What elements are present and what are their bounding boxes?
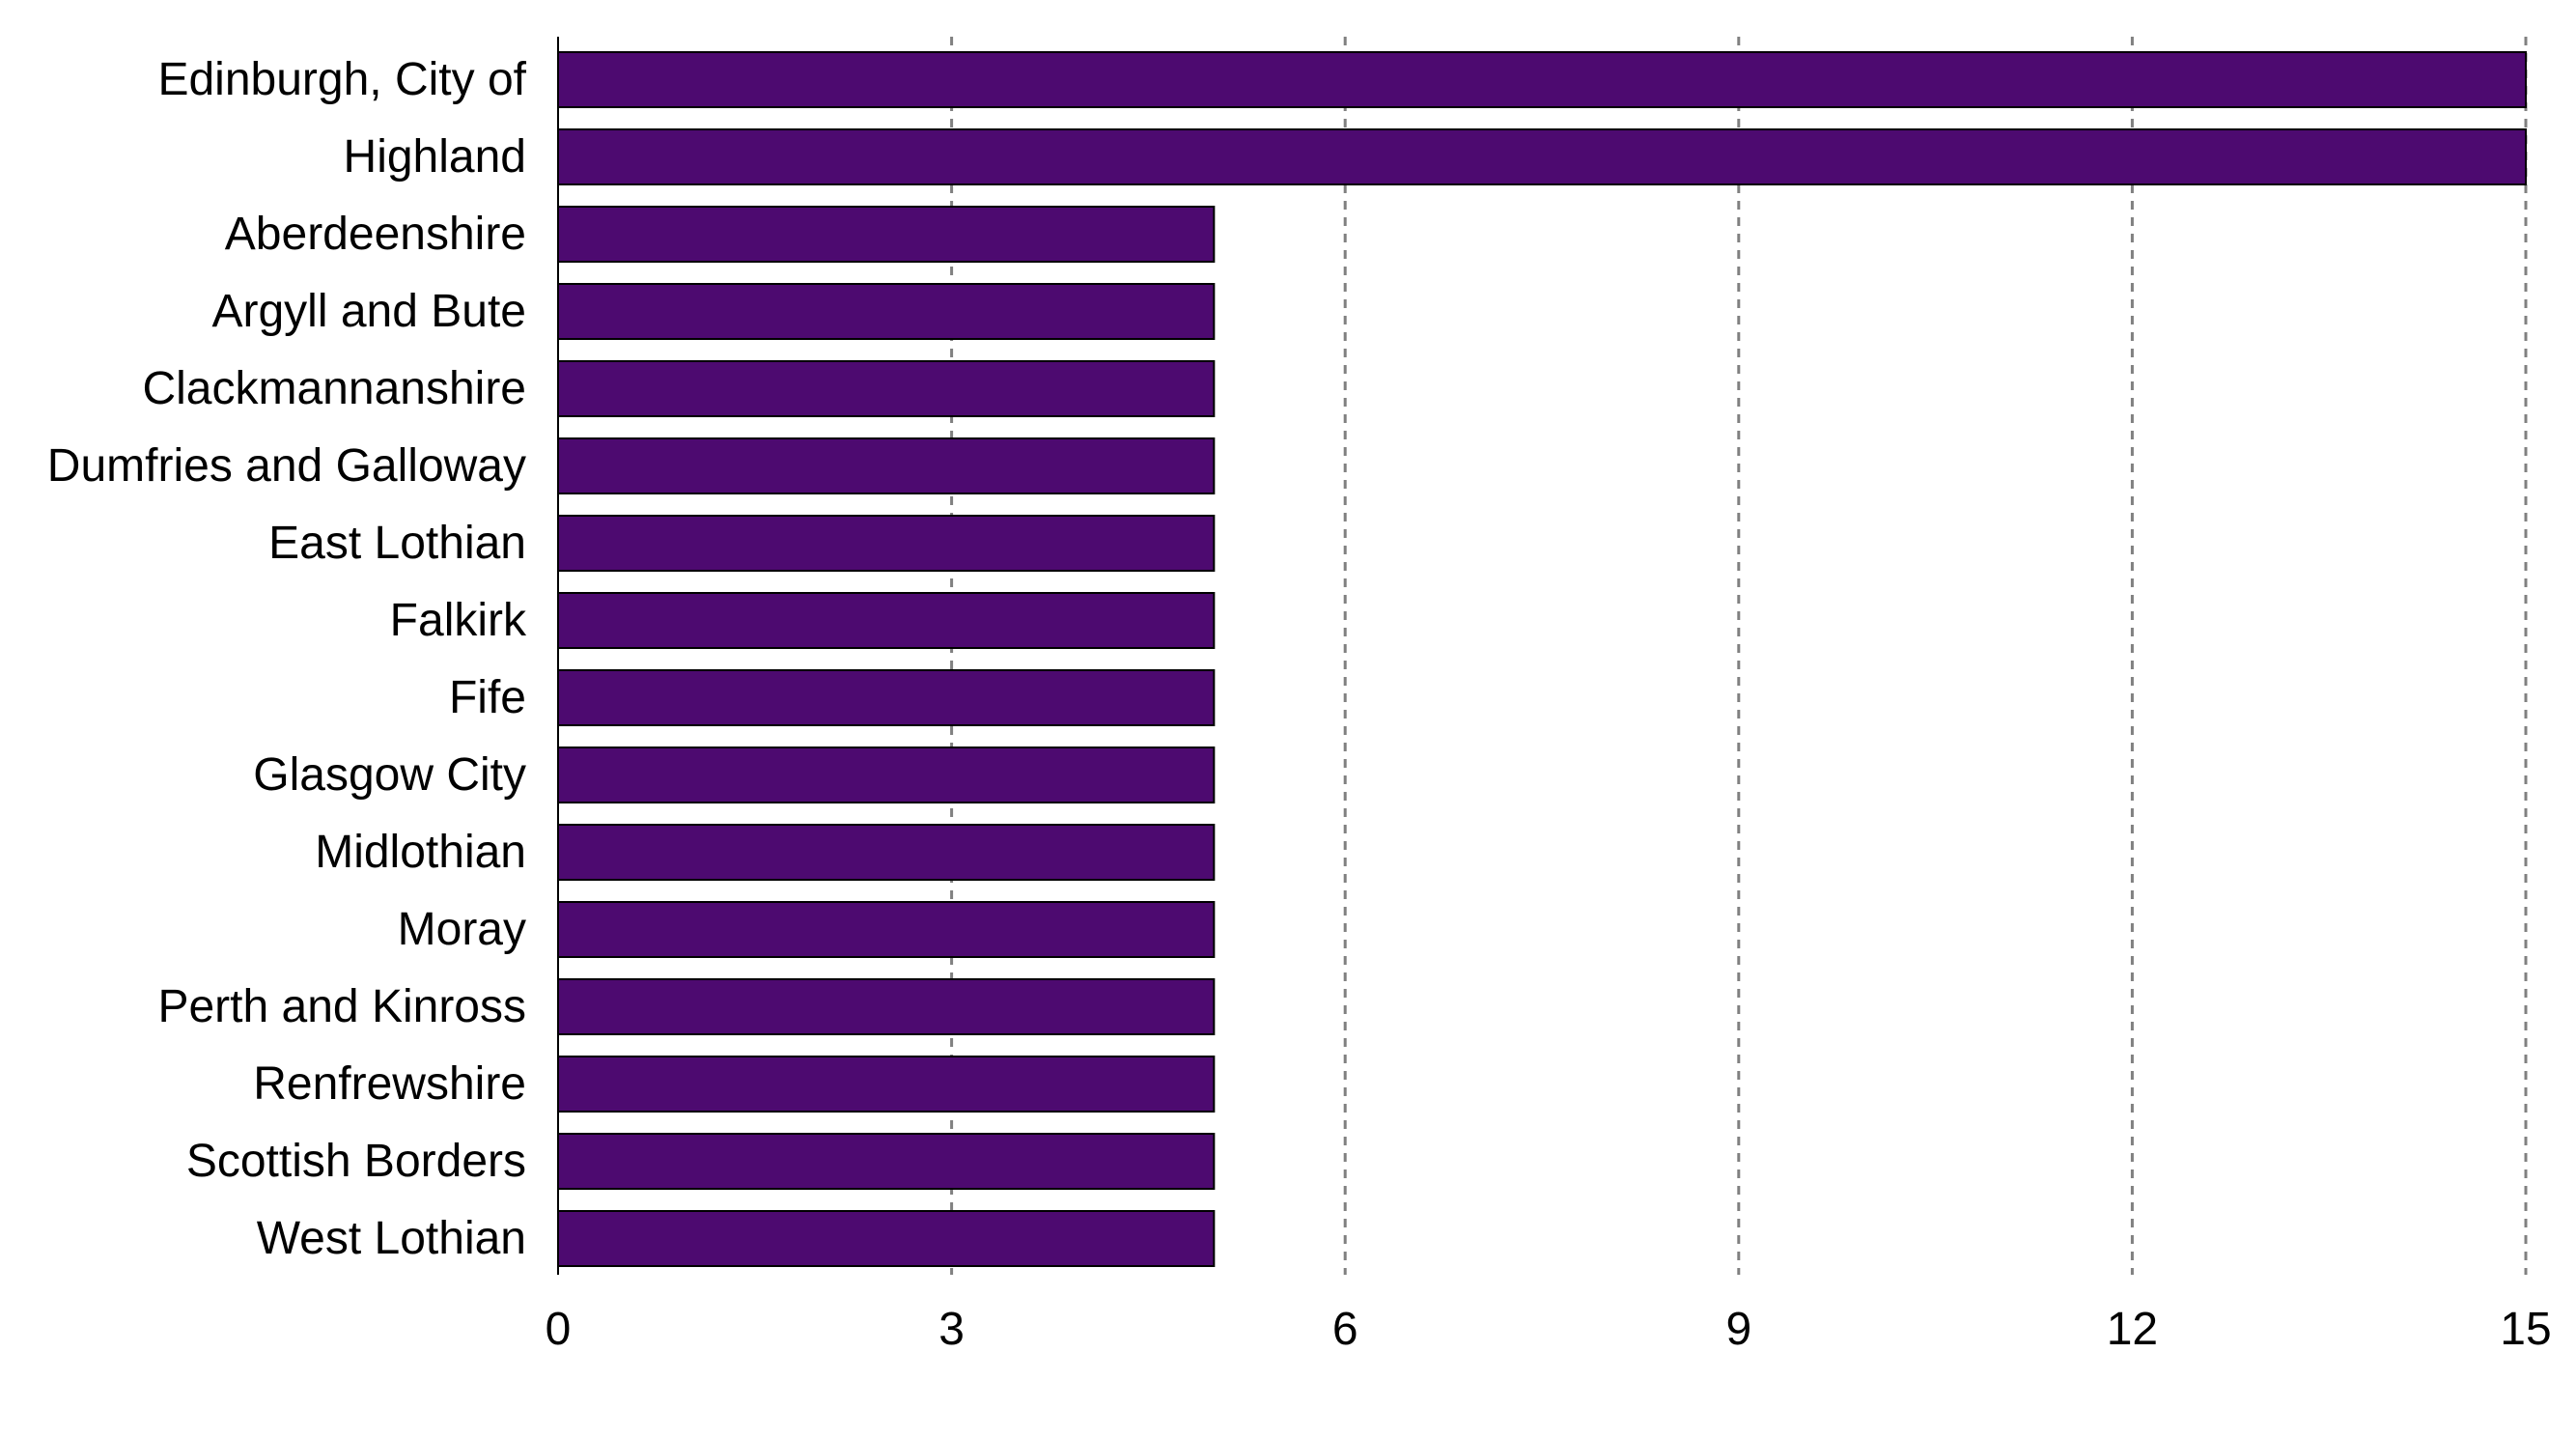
x-tick-label: 3 [938, 1304, 965, 1355]
bar [557, 901, 1216, 958]
x-tick-label: 15 [2500, 1304, 2551, 1355]
bar [557, 978, 1216, 1035]
category-label: Midlothian [315, 827, 526, 878]
x-tick-label: 12 [2107, 1304, 2158, 1355]
category-labels: Edinburgh, City of Highland Aberdeenshire A… [47, 54, 527, 1264]
bar [557, 283, 1216, 340]
category-label: Clackmannanshire [142, 363, 526, 414]
category-label: Perth and Kinross [157, 981, 526, 1032]
bar [557, 1056, 1216, 1113]
x-tick-label: 9 [1725, 1304, 1751, 1355]
x-tick-label: 0 [546, 1304, 572, 1355]
bar [557, 51, 2527, 108]
category-label: Dumfries and Galloway [47, 440, 526, 492]
bar [557, 437, 1216, 494]
bar [557, 360, 1216, 417]
category-label: West Lothian [257, 1213, 526, 1264]
tick-labels: 0 3 6 9 12 15 [546, 1304, 2552, 1355]
category-label: Glasgow City [253, 749, 526, 801]
category-label: Falkirk [390, 595, 527, 646]
bar [557, 747, 1216, 803]
category-label: Argyll and Bute [211, 286, 526, 337]
bar [557, 824, 1216, 881]
bar [557, 669, 1216, 726]
bar [557, 515, 1216, 572]
category-label: Highland [344, 131, 526, 183]
bar [557, 128, 2527, 185]
bars [557, 51, 2527, 1267]
category-label: Renfrewshire [253, 1058, 526, 1110]
category-label: Fife [449, 672, 526, 723]
bar [557, 1133, 1216, 1190]
bar [557, 206, 1216, 263]
category-label: East Lothian [268, 518, 526, 569]
x-tick-label: 6 [1332, 1304, 1358, 1355]
category-label: Edinburgh, City of [157, 54, 526, 105]
category-label: Aberdeenshire [225, 209, 526, 260]
category-label: Scottish Borders [186, 1136, 526, 1187]
category-label: Moray [398, 904, 526, 955]
bar [557, 592, 1216, 649]
bar [557, 1210, 1216, 1267]
